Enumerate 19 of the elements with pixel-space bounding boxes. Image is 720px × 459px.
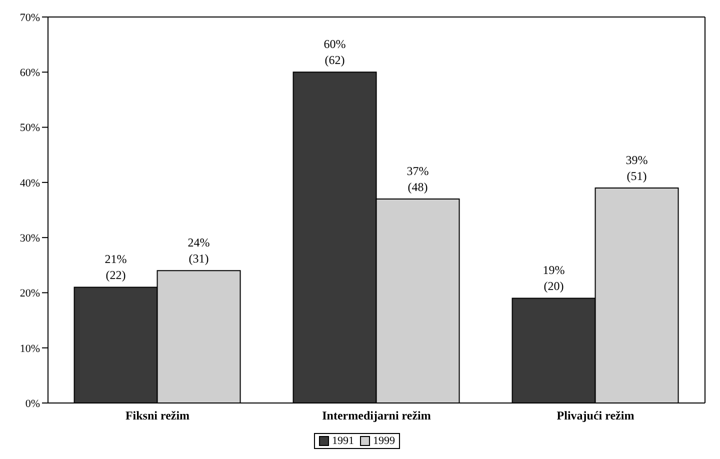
y-tick-label: 50% (20, 122, 40, 134)
y-tick-label: 20% (20, 288, 40, 300)
y-tick-label: 10% (20, 342, 40, 355)
data-label: 24% (31) (188, 236, 210, 266)
x-tick-label: Plivajući režim (556, 408, 634, 423)
y-tick-label: 30% (20, 232, 40, 244)
data-label: 19% (20) (542, 263, 565, 294)
data-label: 60% (62) (324, 37, 346, 68)
y-tick-label: 40% (20, 177, 40, 190)
y-tick-label: 0% (25, 398, 40, 410)
y-tick-label: 70% (20, 12, 40, 24)
legend-label: 1999 (372, 435, 395, 447)
x-tick-label: Intermedijarni režim (322, 408, 431, 423)
x-tick-label: Fiksni režim (125, 408, 190, 423)
data-label: 21% (22) (104, 252, 127, 282)
legend-label: 1991 (331, 435, 354, 447)
data-label: 39% (51) (626, 152, 648, 183)
data-label: 37% (48) (406, 164, 429, 194)
y-tick-label: 60% (20, 67, 40, 80)
